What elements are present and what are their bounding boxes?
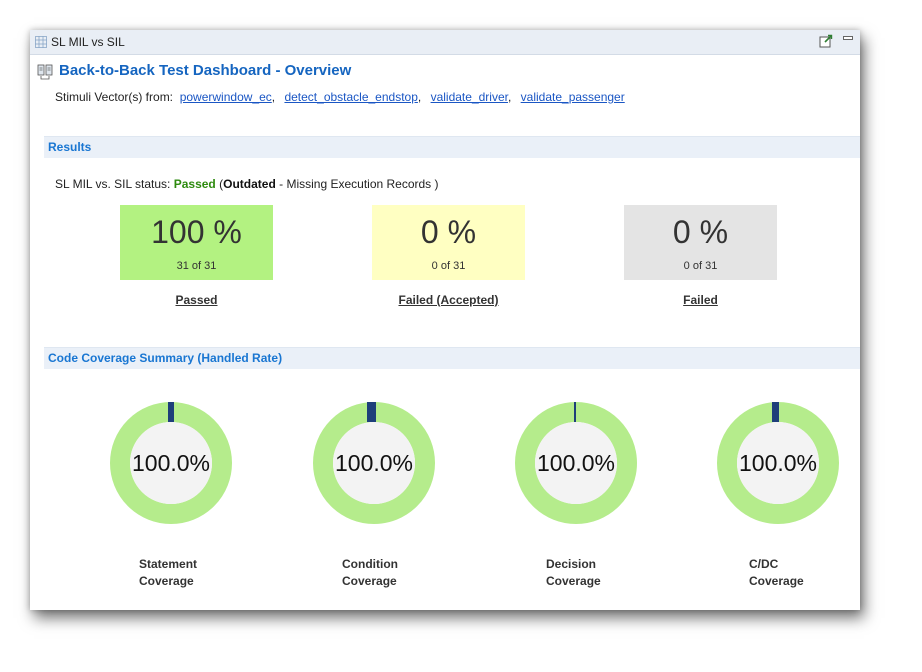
editor-tab-bar: SL MIL vs SIL	[30, 30, 860, 55]
coverage-value: 100.0%	[132, 450, 210, 476]
result-label-failed-accepted[interactable]: Failed (Accepted)	[398, 293, 499, 307]
statement-coverage-donut: 100.0%	[110, 402, 232, 524]
outdated-detail: - Missing Execution Records )	[279, 177, 439, 191]
grid-icon	[35, 36, 47, 48]
dashboard-icon	[37, 64, 53, 80]
result-count: 0 of 31	[431, 260, 466, 272]
coverage-marker	[772, 402, 779, 422]
minimize-icon[interactable]	[843, 36, 853, 40]
results-section-title: Results	[48, 140, 92, 154]
page-title: Back-to-Back Test Dashboard - Overview	[59, 62, 352, 79]
decision-coverage-label: Decision Coverage	[546, 556, 670, 590]
results-section-header: Results	[44, 136, 860, 158]
result-label-passed[interactable]: Passed	[175, 293, 218, 307]
stimuli-link-detect-obstacle-endstop[interactable]: detect_obstacle_endstop	[284, 90, 418, 104]
result-box-failed: 0 % 0 of 31	[624, 205, 777, 280]
result-count: 0 of 31	[683, 260, 718, 272]
stimuli-prefix: Stimuli Vector(s) from:	[55, 90, 174, 104]
export-icon[interactable]	[819, 34, 833, 48]
outdated-label: Outdated	[223, 177, 276, 191]
stimuli-line: Stimuli Vector(s) from: powerwindow_ec, …	[55, 90, 625, 104]
result-percent: 0 %	[672, 214, 729, 250]
result-count: 31 of 31	[176, 260, 217, 272]
condition-coverage-label: Condition Coverage	[342, 556, 466, 590]
result-box-failed-accepted: 0 % 0 of 31	[372, 205, 525, 280]
stimuli-link-powerwindow-ec[interactable]: powerwindow_ec	[179, 90, 272, 104]
coverage-label-line2: Coverage	[546, 574, 601, 588]
donut-center	[333, 422, 415, 504]
coverage-marker	[367, 402, 376, 422]
status-prefix: SL MIL vs. SIL status:	[55, 177, 171, 191]
coverage-marker	[168, 402, 174, 422]
cdc-coverage-label: C/DC Coverage	[749, 556, 860, 590]
coverage-value: 100.0%	[739, 450, 817, 476]
separator: ,	[271, 90, 276, 104]
donut-center	[535, 422, 617, 504]
tab-title[interactable]: SL MIL vs SIL	[51, 35, 125, 49]
donut-center	[737, 422, 819, 504]
coverage-label-line1: Decision	[546, 557, 597, 571]
condition-coverage-donut: 100.0%	[313, 402, 435, 524]
coverage-label-line2: Coverage	[342, 574, 397, 588]
stimuli-link-validate-passenger[interactable]: validate_passenger	[520, 90, 625, 104]
coverage-label-line2: Coverage	[749, 574, 804, 588]
donut-center	[130, 422, 212, 504]
separator: ,	[417, 90, 422, 104]
coverage-section-header: Code Coverage Summary (Handled Rate)	[44, 347, 860, 369]
result-box-passed: 100 % 31 of 31	[120, 205, 273, 280]
paren-open: (	[219, 177, 224, 191]
result-label-failed[interactable]: Failed	[683, 293, 718, 307]
coverage-label-line2: Coverage	[139, 574, 194, 588]
status-value: Passed	[173, 177, 216, 191]
coverage-marker	[574, 402, 576, 422]
stimuli-link-validate-driver[interactable]: validate_driver	[430, 90, 508, 104]
coverage-value: 100.0%	[537, 450, 615, 476]
status-line: SL MIL vs. SIL status: Passed (Outdated …	[55, 177, 439, 191]
coverage-label-line1: Statement	[139, 557, 198, 571]
statement-coverage-label: Statement Coverage	[139, 556, 263, 590]
coverage-label-line1: C/DC	[749, 557, 779, 571]
result-percent: 0 %	[420, 214, 477, 250]
coverage-label-line1: Condition	[342, 557, 398, 571]
separator: ,	[507, 90, 512, 104]
coverage-section-title: Code Coverage Summary (Handled Rate)	[48, 351, 283, 365]
dashboard-window: SL MIL vs SIL Back-to-Back Test Dashboar…	[30, 30, 860, 610]
coverage-value: 100.0%	[335, 450, 413, 476]
cdc-coverage-donut: 100.0%	[717, 402, 839, 524]
decision-coverage-donut: 100.0%	[515, 402, 637, 524]
result-percent: 100 %	[151, 214, 242, 250]
